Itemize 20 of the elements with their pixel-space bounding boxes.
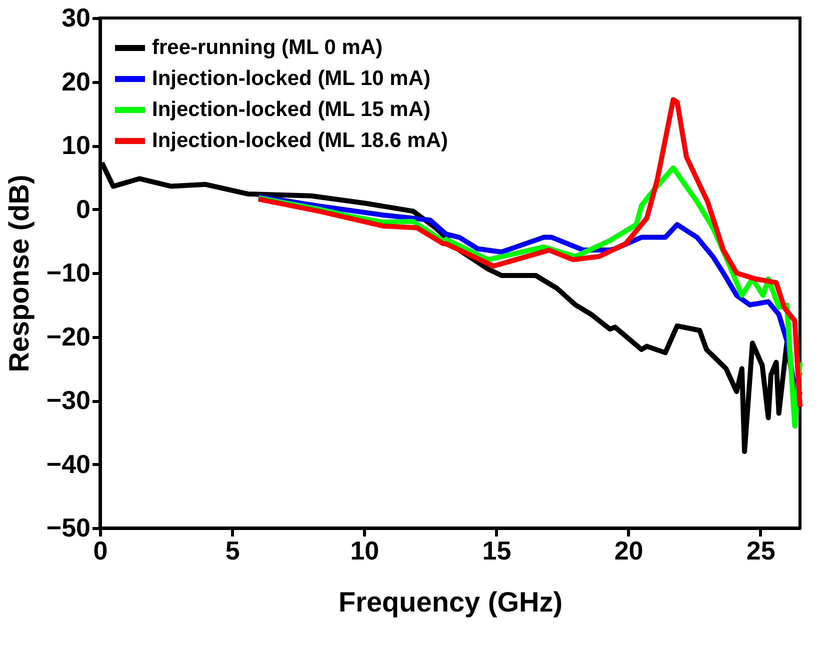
legend-label: Injection-locked (ML 15 mA) <box>152 98 430 121</box>
legend-label: Injection-locked (ML 10 mA) <box>152 67 430 90</box>
y-axis-title: Response (dB) <box>3 174 34 372</box>
y-tick-label: 30 <box>62 2 90 32</box>
x-tick-label: 20 <box>614 536 644 566</box>
legend-label: free-running (ML 0 mA) <box>152 36 383 59</box>
x-axis-title: Frequency (GHz) <box>338 586 563 618</box>
x-tick-label: 25 <box>746 536 776 566</box>
y-tick-label: −10 <box>46 258 90 288</box>
y-tick-label: −30 <box>46 385 90 415</box>
legend-label: Injection-locked (ML 18.6 mA) <box>152 129 448 152</box>
y-tick-label: −50 <box>46 512 90 542</box>
x-tick-label: 10 <box>350 536 380 566</box>
x-tick-label: 15 <box>482 536 512 566</box>
x-tick-label: 5 <box>225 536 240 566</box>
y-tick-label: −40 <box>46 448 90 479</box>
y-tick-label: −20 <box>46 321 90 352</box>
y-tick-label: 10 <box>62 130 90 160</box>
y-tick-label: 0 <box>76 194 90 224</box>
y-tick-label: 20 <box>62 66 90 96</box>
